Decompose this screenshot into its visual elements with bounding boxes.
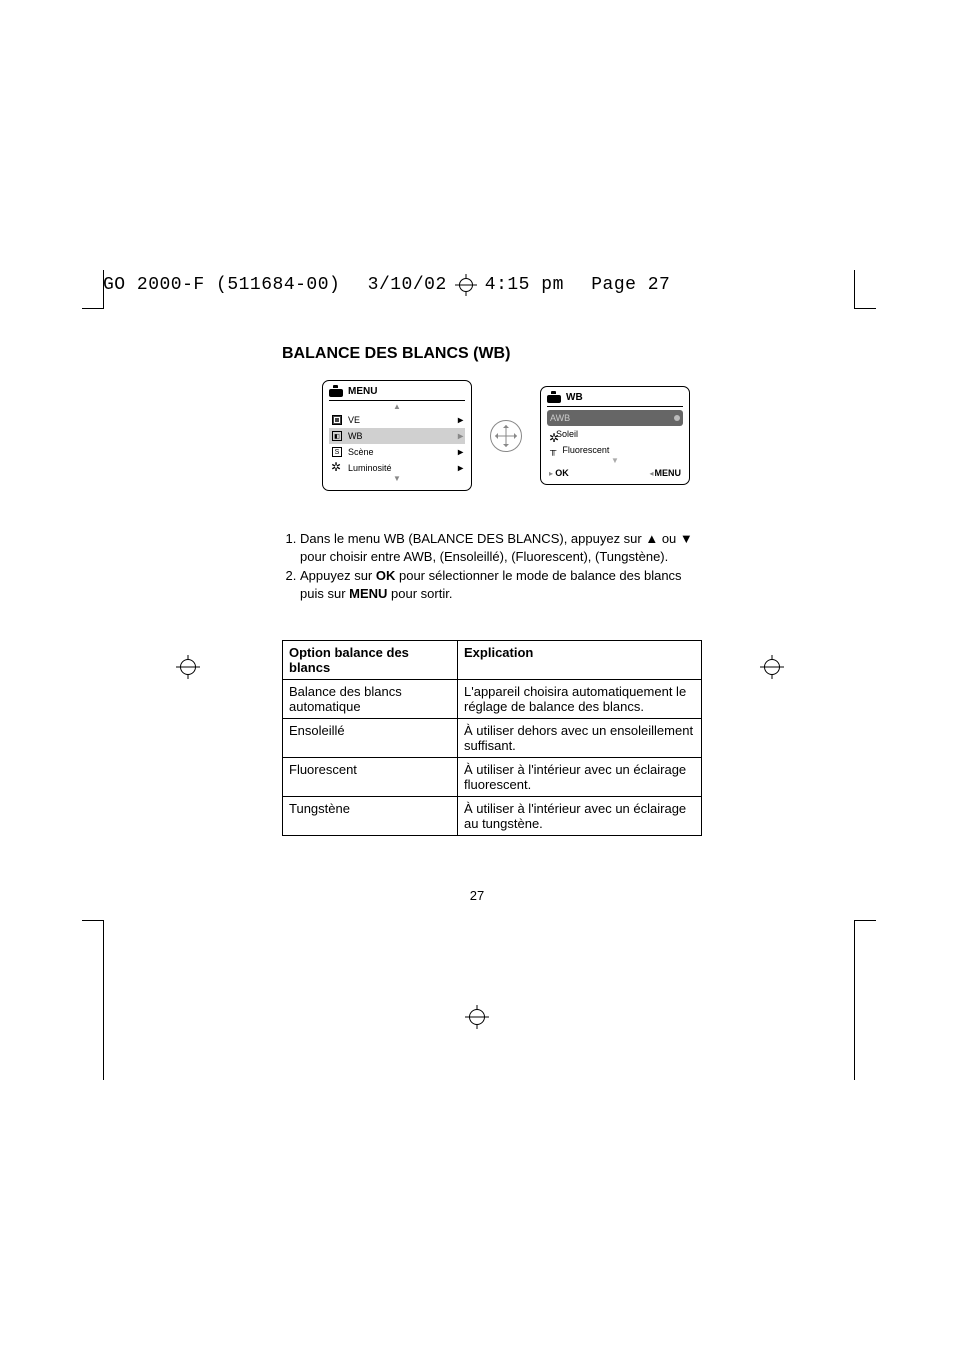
table-row: Ensoleillé À utiliser dehors avec un ens… — [283, 719, 702, 758]
col-header-option: Option balance des blancs — [283, 641, 458, 680]
doc-date: 3/10/02 — [368, 275, 447, 295]
screen-illustrations: MENU ▲ VE ▸ ◧ WB ▸ S Scène ▸ — [322, 380, 690, 491]
chevron-right-icon: ▸ — [458, 463, 463, 474]
wb-screen-header: WB — [547, 392, 683, 407]
crop-mark — [854, 270, 855, 308]
crop-mark — [103, 920, 104, 1080]
text: Appuyez sur — [300, 568, 376, 583]
wb-option-awb[interactable]: AWB — [547, 410, 683, 426]
table-row: Fluorescent À utiliser à l'intérieur ave… — [283, 758, 702, 797]
scroll-down-icon: ▼ — [547, 458, 683, 466]
chevron-right-icon: ▸ — [458, 431, 463, 442]
menu-bold: MENU — [349, 586, 387, 601]
wb-option-label: AWB — [550, 413, 570, 423]
ok-bold: OK — [376, 568, 396, 583]
doc-time: 4:15 pm — [485, 275, 564, 295]
cell-explication: À utiliser à l'intérieur avec un éclaira… — [458, 758, 702, 797]
scroll-down-icon: ▼ — [329, 476, 465, 484]
instructions: Dans le menu WB (BALANCE DES BLANCS), ap… — [282, 530, 702, 604]
menu-item-wb[interactable]: ◧ WB ▸ — [329, 428, 465, 444]
cell-option: Fluorescent — [283, 758, 458, 797]
menu-item-label: Scène — [348, 447, 453, 457]
cell-explication: À utiliser dehors avec un ensoleillement… — [458, 719, 702, 758]
scene-icon: S — [331, 446, 343, 458]
crosshair-icon — [455, 274, 477, 296]
dpad-icon — [490, 420, 522, 452]
sun-icon — [331, 462, 343, 474]
menu-screen: MENU ▲ VE ▸ ◧ WB ▸ S Scène ▸ — [322, 380, 472, 491]
crop-mark — [854, 308, 876, 309]
wb-icon: ◧ — [331, 430, 343, 442]
instruction-1: Dans le menu WB (BALANCE DES BLANCS), ap… — [300, 530, 702, 565]
chevron-right-icon: ▸ — [458, 447, 463, 458]
cell-explication: L'appareil choisira automatiquement le r… — [458, 680, 702, 719]
doc-filename: GO 2000-F (511684-00) — [103, 275, 340, 295]
crop-mark — [854, 920, 876, 921]
menu-item-label: WB — [348, 431, 453, 441]
cell-option: Ensoleillé — [283, 719, 458, 758]
table-row: Tungstène À utiliser à l'intérieur avec … — [283, 797, 702, 836]
menu-item-ve[interactable]: VE ▸ — [329, 412, 465, 428]
fluorescent-icon: ╥ — [550, 445, 556, 455]
menu-screen-title: MENU — [348, 386, 377, 397]
camera-icon — [329, 387, 343, 397]
wb-options-table: Option balance des blancs Explication Ba… — [282, 640, 702, 836]
wb-option-label: Fluorescent — [562, 445, 609, 455]
cell-option: Balance des blancs automatique — [283, 680, 458, 719]
registration-mark-left — [176, 655, 200, 679]
crop-mark — [82, 920, 104, 921]
registration-mark-right — [760, 655, 784, 679]
wb-screen-footer: OK MENU — [547, 468, 683, 478]
menu-item-label: VE — [348, 415, 453, 425]
section-title: BALANCE DES BLANCS (WB) — [282, 345, 510, 363]
chevron-right-icon: ▸ — [458, 415, 463, 426]
menu-list: ▲ VE ▸ ◧ WB ▸ S Scène ▸ L — [329, 404, 465, 484]
menu-item-scene[interactable]: S Scène ▸ — [329, 444, 465, 460]
page: GO 2000-F (511684-00) 3/10/02 4:15 pm Pa… — [0, 0, 954, 1351]
cell-explication: À utiliser à l'intérieur avec un éclaira… — [458, 797, 702, 836]
wb-screen-title: WB — [566, 392, 583, 403]
wb-option-label: Soleil — [556, 429, 578, 439]
ev-icon — [331, 414, 343, 426]
menu-screen-header: MENU — [329, 386, 465, 401]
ok-label[interactable]: OK — [555, 468, 569, 478]
table-header-row: Option balance des blancs Explication — [283, 641, 702, 680]
doc-page-label: Page 27 — [591, 275, 670, 295]
table-row: Balance des blancs automatique L'apparei… — [283, 680, 702, 719]
col-header-explication: Explication — [458, 641, 702, 680]
page-number: 27 — [0, 888, 954, 903]
selected-dot-icon — [674, 415, 680, 421]
instruction-2: Appuyez sur OK pour sélectionner le mode… — [300, 567, 702, 602]
scroll-up-icon: ▲ — [329, 404, 465, 412]
menu-item-label: Luminosité — [348, 463, 453, 473]
menu-label[interactable]: MENU — [655, 468, 682, 478]
doc-header: GO 2000-F (511684-00) 3/10/02 4:15 pm Pa… — [103, 274, 670, 296]
camera-icon — [547, 393, 561, 403]
text: pour sortir. — [387, 586, 452, 601]
registration-mark-bottom — [465, 1005, 489, 1029]
wb-option-soleil[interactable]: Soleil — [547, 426, 683, 442]
wb-screen: WB AWB Soleil ╥ Fluorescent ▼ OK MENU — [540, 386, 690, 485]
cell-option: Tungstène — [283, 797, 458, 836]
crop-mark — [854, 920, 855, 1080]
